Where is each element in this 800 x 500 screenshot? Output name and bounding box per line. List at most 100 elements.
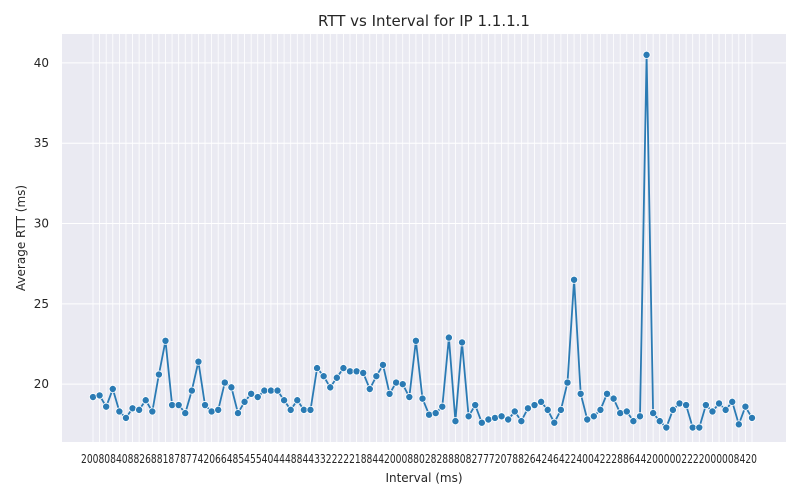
data-point <box>418 394 427 403</box>
data-point <box>247 389 256 398</box>
data-point <box>89 393 98 402</box>
data-point <box>299 405 308 414</box>
data-point <box>662 423 671 432</box>
data-point <box>372 372 381 381</box>
data-point <box>517 417 526 426</box>
data-point <box>121 413 130 422</box>
y-axis-label: Average RTT (ms) <box>14 185 28 291</box>
data-point <box>201 401 210 410</box>
data-point <box>563 378 572 387</box>
plot-area <box>62 34 786 442</box>
data-point <box>253 393 262 402</box>
data-point <box>240 397 249 406</box>
data-points <box>89 50 757 432</box>
data-point <box>609 394 618 403</box>
data-point <box>227 383 236 392</box>
data-point <box>682 401 691 410</box>
y-tick-label: 25 <box>34 297 49 311</box>
data-point <box>728 397 737 406</box>
data-point <box>319 372 328 381</box>
data-point <box>286 405 295 414</box>
data-point <box>346 367 355 376</box>
data-point <box>537 397 546 406</box>
data-point <box>477 418 486 427</box>
data-point <box>332 373 341 382</box>
data-point <box>438 402 447 411</box>
data-point <box>589 412 598 421</box>
y-tick-label: 35 <box>34 136 49 150</box>
data-point <box>260 386 269 395</box>
data-point <box>187 386 196 395</box>
data-point <box>576 389 585 398</box>
data-point <box>214 405 223 414</box>
x-axis-label: Interval (ms) <box>385 471 462 485</box>
data-point <box>734 420 743 429</box>
data-point <box>161 336 170 345</box>
data-point <box>550 418 559 427</box>
data-point <box>148 407 157 416</box>
data-point <box>464 412 473 421</box>
data-point <box>484 415 493 424</box>
data-point <box>504 415 513 424</box>
data-point <box>293 396 302 405</box>
data-point <box>339 364 348 373</box>
data-point <box>642 50 651 59</box>
data-point <box>174 401 183 410</box>
data-point <box>668 405 677 414</box>
data-point <box>154 370 163 379</box>
data-point <box>411 336 420 345</box>
y-tick-label: 40 <box>34 56 49 70</box>
data-point <box>280 396 289 405</box>
data-point <box>359 368 368 377</box>
data-point <box>451 417 460 426</box>
data-point <box>708 407 717 416</box>
data-point <box>352 367 361 376</box>
data-point <box>135 405 144 414</box>
y-tick-labels: 20 25 30 35 40 <box>34 56 49 391</box>
data-point <box>425 410 434 419</box>
data-point <box>405 393 414 402</box>
data-point <box>715 399 724 408</box>
data-point <box>168 401 177 410</box>
y-gridlines <box>62 62 786 385</box>
data-point <box>583 415 592 424</box>
data-point <box>596 405 605 414</box>
data-point <box>141 396 150 405</box>
data-point <box>622 407 631 416</box>
data-point <box>458 338 467 347</box>
data-point <box>721 405 730 414</box>
data-point <box>266 386 275 395</box>
data-point <box>616 409 625 418</box>
data-point <box>570 275 579 284</box>
data-point <box>385 389 394 398</box>
data-point <box>688 423 697 432</box>
data-point <box>313 364 322 373</box>
y-tick-label: 30 <box>34 217 49 231</box>
data-point <box>444 333 453 342</box>
data-point <box>530 401 539 410</box>
data-point <box>431 409 440 418</box>
data-point <box>497 412 506 421</box>
x-gridlines <box>92 34 753 442</box>
data-point <box>365 384 374 393</box>
data-point <box>378 360 387 369</box>
data-point <box>233 409 242 418</box>
data-point <box>603 389 612 398</box>
data-point <box>471 401 480 410</box>
y-tick-label: 20 <box>34 377 49 391</box>
data-point <box>392 378 401 387</box>
data-point <box>273 386 282 395</box>
data-point <box>306 405 315 414</box>
data-point <box>695 423 704 432</box>
data-point <box>649 409 658 418</box>
data-point <box>748 413 757 422</box>
data-point <box>741 402 750 411</box>
data-point <box>510 407 519 416</box>
data-point <box>556 405 565 414</box>
data-point <box>701 401 710 410</box>
data-point <box>181 409 190 418</box>
data-point <box>398 380 407 389</box>
data-point <box>115 407 124 416</box>
